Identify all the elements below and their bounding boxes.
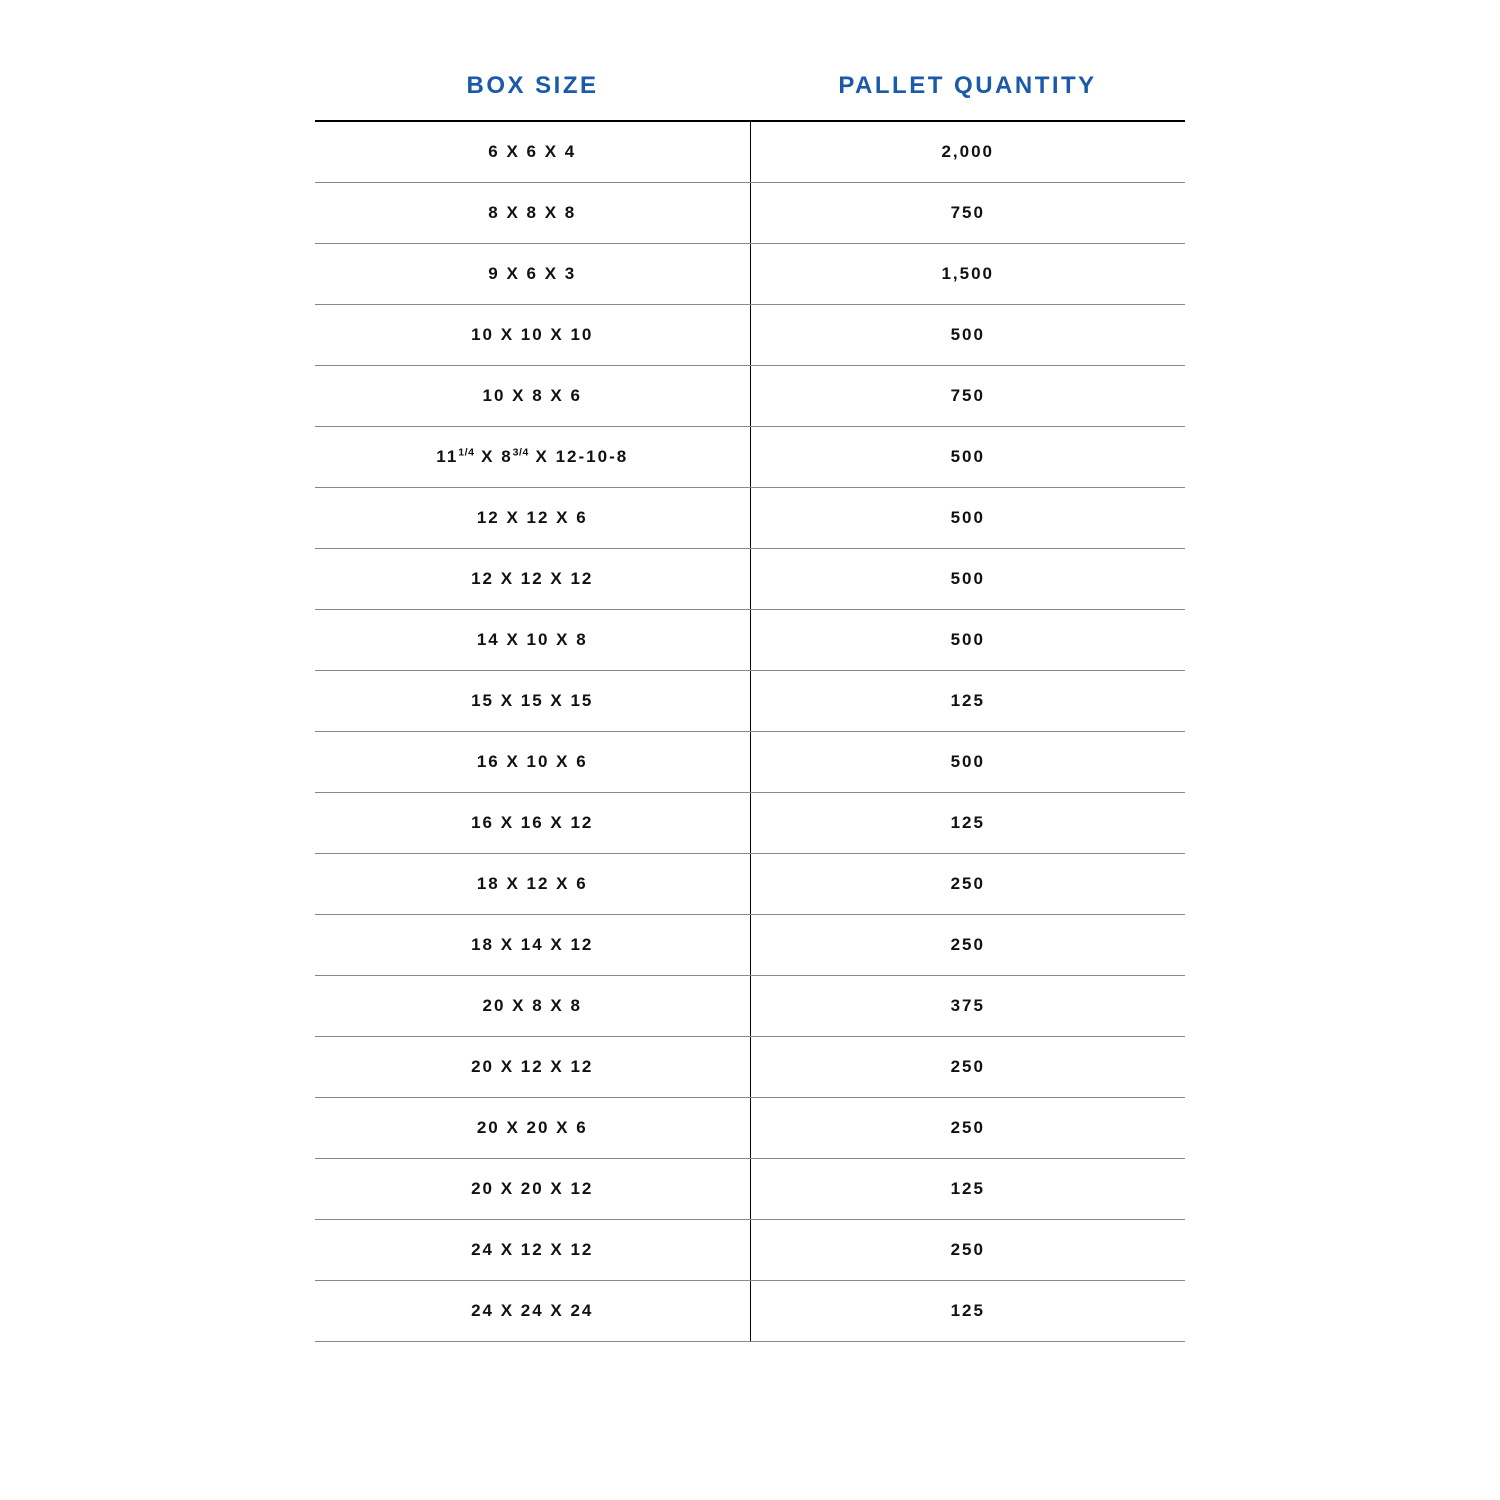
cell-box-size: 20 X 20 X 12 — [315, 1159, 750, 1220]
cell-pallet-quantity: 750 — [750, 183, 1185, 244]
cell-pallet-quantity: 375 — [750, 976, 1185, 1037]
table-row: 10 X 10 X 10500 — [315, 305, 1185, 366]
table-row: 18 X 14 X 12250 — [315, 915, 1185, 976]
cell-box-size: 24 X 12 X 12 — [315, 1220, 750, 1281]
table-row: 12 X 12 X 12500 — [315, 549, 1185, 610]
cell-box-size: 16 X 16 X 12 — [315, 793, 750, 854]
table-row: 12 X 12 X 6500 — [315, 488, 1185, 549]
cell-box-size: 9 X 6 X 3 — [315, 244, 750, 305]
box-size-table: BOX SIZE PALLET QUANTITY 6 X 6 X 42,0008… — [315, 58, 1185, 1342]
table-row: 14 X 10 X 8500 — [315, 610, 1185, 671]
cell-pallet-quantity: 2,000 — [750, 121, 1185, 183]
cell-box-size: 16 X 10 X 6 — [315, 732, 750, 793]
cell-pallet-quantity: 250 — [750, 915, 1185, 976]
cell-pallet-quantity: 1,500 — [750, 244, 1185, 305]
table-header-row: BOX SIZE PALLET QUANTITY — [315, 58, 1185, 121]
cell-box-size: 24 X 24 X 24 — [315, 1281, 750, 1342]
cell-pallet-quantity: 250 — [750, 854, 1185, 915]
cell-pallet-quantity: 500 — [750, 488, 1185, 549]
cell-pallet-quantity: 500 — [750, 610, 1185, 671]
cell-pallet-quantity: 500 — [750, 305, 1185, 366]
cell-box-size: 14 X 10 X 8 — [315, 610, 750, 671]
cell-box-size: 6 X 6 X 4 — [315, 121, 750, 183]
cell-box-size: 20 X 8 X 8 — [315, 976, 750, 1037]
table-row: 6 X 6 X 42,000 — [315, 121, 1185, 183]
table-row: 20 X 20 X 6250 — [315, 1098, 1185, 1159]
cell-pallet-quantity: 125 — [750, 1159, 1185, 1220]
table-row: 20 X 20 X 12125 — [315, 1159, 1185, 1220]
cell-pallet-quantity: 500 — [750, 732, 1185, 793]
cell-box-size: 18 X 12 X 6 — [315, 854, 750, 915]
table-row: 18 X 12 X 6250 — [315, 854, 1185, 915]
cell-box-size: 10 X 8 X 6 — [315, 366, 750, 427]
cell-pallet-quantity: 500 — [750, 427, 1185, 488]
cell-box-size: 12 X 12 X 12 — [315, 549, 750, 610]
cell-pallet-quantity: 750 — [750, 366, 1185, 427]
table-container: BOX SIZE PALLET QUANTITY 6 X 6 X 42,0008… — [0, 0, 1500, 1500]
table-row: 16 X 10 X 6500 — [315, 732, 1185, 793]
table-row: 9 X 6 X 31,500 — [315, 244, 1185, 305]
table-row: 20 X 12 X 12250 — [315, 1037, 1185, 1098]
cell-box-size: 8 X 8 X 8 — [315, 183, 750, 244]
cell-box-size: 10 X 10 X 10 — [315, 305, 750, 366]
cell-box-size: 111/4 X 83/4 X 12-10-8 — [315, 427, 750, 488]
table-row: 16 X 16 X 12125 — [315, 793, 1185, 854]
cell-box-size: 15 X 15 X 15 — [315, 671, 750, 732]
cell-pallet-quantity: 500 — [750, 549, 1185, 610]
cell-box-size: 20 X 20 X 6 — [315, 1098, 750, 1159]
cell-box-size: 12 X 12 X 6 — [315, 488, 750, 549]
cell-pallet-quantity: 125 — [750, 793, 1185, 854]
table-row: 15 X 15 X 15125 — [315, 671, 1185, 732]
cell-box-size: 18 X 14 X 12 — [315, 915, 750, 976]
header-box-size: BOX SIZE — [315, 58, 750, 121]
table-row: 8 X 8 X 8750 — [315, 183, 1185, 244]
cell-pallet-quantity: 250 — [750, 1098, 1185, 1159]
table-row: 20 X 8 X 8375 — [315, 976, 1185, 1037]
cell-box-size: 20 X 12 X 12 — [315, 1037, 750, 1098]
table-row: 24 X 12 X 12250 — [315, 1220, 1185, 1281]
cell-pallet-quantity: 250 — [750, 1220, 1185, 1281]
table-row: 111/4 X 83/4 X 12-10-8500 — [315, 427, 1185, 488]
cell-pallet-quantity: 125 — [750, 1281, 1185, 1342]
cell-pallet-quantity: 250 — [750, 1037, 1185, 1098]
table-row: 10 X 8 X 6750 — [315, 366, 1185, 427]
table-row: 24 X 24 X 24125 — [315, 1281, 1185, 1342]
cell-pallet-quantity: 125 — [750, 671, 1185, 732]
table-body: 6 X 6 X 42,0008 X 8 X 87509 X 6 X 31,500… — [315, 121, 1185, 1342]
header-pallet-quantity: PALLET QUANTITY — [750, 58, 1185, 121]
